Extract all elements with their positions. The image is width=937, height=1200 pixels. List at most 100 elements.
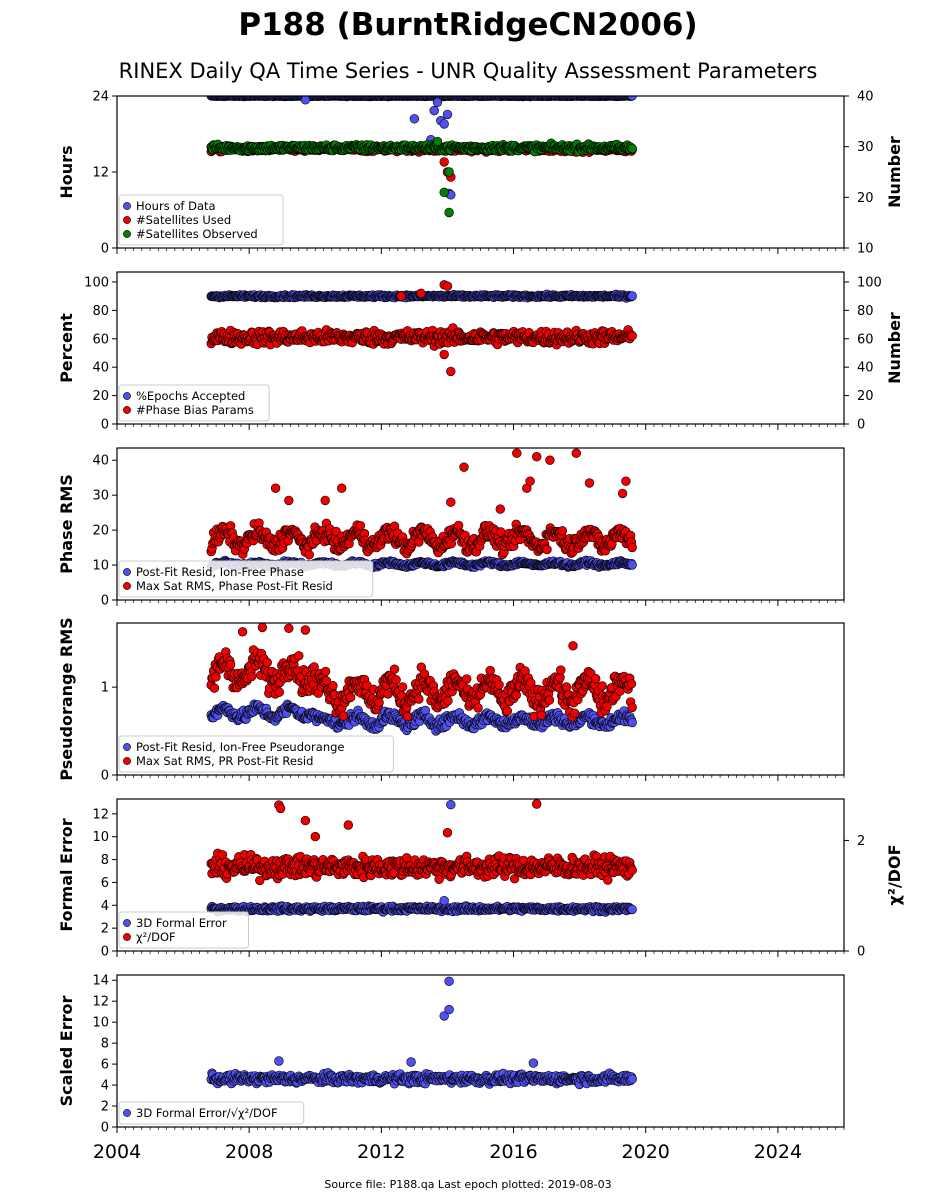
outlier-point — [442, 109, 453, 120]
point — [338, 711, 349, 721]
outlier-point — [416, 288, 426, 298]
point — [247, 671, 257, 682]
y-right-tick-label: 100 — [857, 275, 882, 290]
series-pseudorange-1 — [206, 623, 637, 722]
y-axis-right-label: Number — [885, 312, 904, 384]
point — [627, 560, 637, 570]
y-tick-label: 80 — [92, 304, 109, 319]
point — [391, 675, 401, 685]
legend-marker — [123, 202, 131, 210]
y-tick-label: 20 — [92, 524, 109, 539]
outlier-point — [571, 448, 581, 458]
point — [473, 703, 483, 713]
y-axis-right-label: Number — [885, 136, 904, 208]
point — [536, 710, 546, 720]
panel-phase: 0 10 20 30 40 Phase RMS Post-Fit Resid, Ion-Fr… — [57, 447, 845, 609]
legend-box — [118, 384, 270, 422]
y-right-tick-label: 80 — [857, 304, 874, 319]
series-phase-1 — [206, 448, 637, 560]
y-tick-label: 0 — [101, 242, 109, 257]
point — [627, 143, 637, 154]
legend-label: %Epochs Accepted — [136, 389, 245, 403]
point — [462, 674, 472, 684]
y-axis-label: Percent — [57, 313, 76, 383]
outlier-point — [446, 366, 456, 377]
outlier-point — [429, 105, 439, 116]
y-right-tick-label: 30 — [857, 140, 874, 155]
point — [294, 651, 304, 661]
y-axis-label: Phase RMS — [57, 474, 76, 574]
y-tick-label: 40 — [92, 454, 109, 469]
point — [262, 657, 272, 668]
outlier-point — [439, 187, 449, 198]
point — [627, 291, 637, 301]
outlier-point — [525, 476, 535, 486]
y-tick-label: 40 — [92, 361, 109, 376]
point — [397, 682, 408, 692]
y-right-tick-label: 40 — [857, 361, 874, 376]
point — [211, 672, 221, 682]
outlier-point — [621, 476, 631, 486]
point — [511, 690, 521, 700]
outlier-point — [300, 96, 311, 105]
outlier-point — [409, 114, 420, 124]
y-tick-label: 10 — [92, 559, 109, 574]
outlier-point — [432, 136, 443, 147]
outlier-point — [512, 448, 522, 458]
legend-label: #Phase Bias Params — [136, 403, 254, 417]
outlier-point — [495, 504, 505, 514]
outlier-point — [439, 119, 449, 129]
outlier-point — [446, 497, 456, 507]
outlier-point — [531, 452, 542, 462]
outlier-point — [439, 349, 449, 360]
series-group-pseudorange — [206, 623, 637, 736]
y-tick-label: 0 — [101, 594, 109, 609]
legend-box — [118, 560, 374, 598]
point — [225, 659, 236, 670]
y-right-tick-label: 0 — [857, 418, 865, 433]
y-right-tick-label: 20 — [857, 191, 874, 206]
point — [544, 695, 555, 705]
point — [209, 683, 220, 693]
y-right-tick-label: 10 — [857, 242, 874, 257]
point — [304, 550, 314, 560]
point — [274, 687, 284, 697]
outlier-point — [617, 488, 628, 499]
y-right-tick-label: 60 — [857, 332, 874, 347]
legend-label: #Satellites Observed — [136, 227, 258, 241]
series-group-hours — [206, 96, 637, 218]
legend-label: Hours of Data — [136, 199, 216, 213]
point — [402, 711, 413, 722]
point — [556, 665, 566, 675]
point — [355, 520, 366, 531]
point — [494, 680, 504, 690]
point — [443, 696, 453, 706]
series-percent-0 — [206, 289, 637, 303]
point — [414, 694, 424, 704]
legend-label: Max Sat RMS, Phase Post-Fit Resid — [136, 579, 333, 593]
point — [346, 692, 356, 702]
outlier-point — [337, 483, 347, 493]
point — [320, 666, 331, 677]
legend-label: Post-Fit Resid, Ion-Free Phase — [136, 565, 304, 579]
series-group-percent — [206, 280, 637, 377]
series-percent-1 — [206, 280, 637, 377]
legend-label: #Satellites Used — [136, 213, 231, 227]
series-group-phase — [206, 448, 637, 573]
y-tick-label: 100 — [84, 275, 109, 290]
legend-marker — [123, 582, 131, 590]
y-axis-label: Hours — [57, 145, 76, 198]
point — [485, 665, 495, 676]
outlier-point — [584, 478, 595, 488]
y-tick-label: 20 — [92, 389, 109, 404]
outlier-point — [320, 495, 330, 506]
y-right-tick-label: 40 — [857, 90, 874, 105]
outlier-point — [439, 157, 449, 167]
point — [502, 706, 512, 716]
point — [557, 526, 568, 536]
y-tick-label: 30 — [92, 489, 109, 504]
figure-subtitle: RINEX Daily QA Time Series - UNR Quality… — [119, 59, 818, 83]
y-tick-label: 24 — [92, 90, 109, 105]
